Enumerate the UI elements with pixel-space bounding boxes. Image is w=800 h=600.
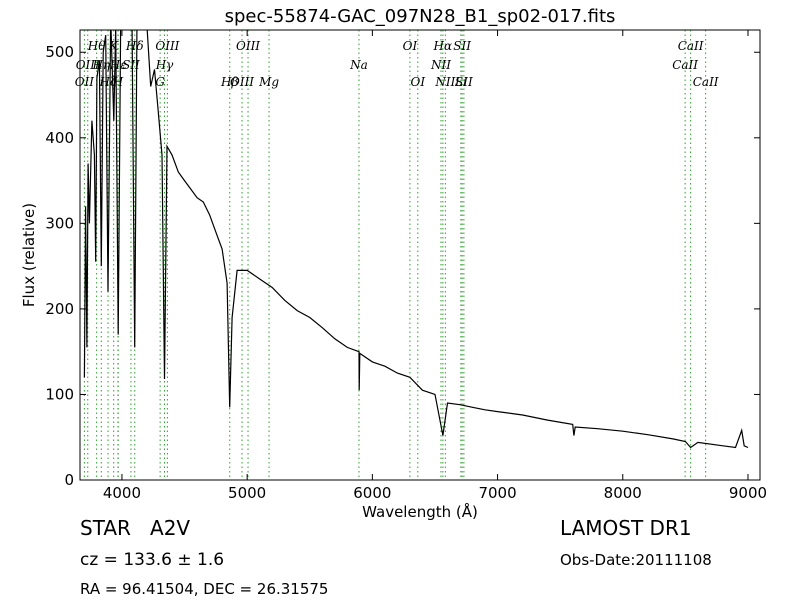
x-tick-label: 8000 [604,484,642,502]
y-tick-label: 200 [45,300,74,318]
spectral-line-label: OII [75,75,95,89]
spectral-line-label: OI [403,39,418,53]
y-tick-label: 0 [64,471,74,489]
x-tick-label: 4000 [103,484,141,502]
spectral-line-label: Hθ [87,39,106,53]
spectral-line-label: G [155,75,165,89]
coords-label: RA = 96.41504, DEC = 26.31575 [80,580,328,598]
spectral-line-label: SII [453,39,471,53]
spectral-line-label: CaII [672,58,698,72]
y-tick-label: 300 [45,214,74,232]
spectral-line-label: Hζ [99,75,118,89]
spectral-line-label: OI [411,75,426,89]
plot-area [83,30,749,480]
spectral-line-label: OIII [155,39,179,53]
spectral-line-label: Hβ [220,75,238,89]
object-label: STAR A2V [80,516,190,540]
spectral-line-label: OIII [76,58,100,72]
spectral-line-label: OIII [230,75,254,89]
redshift-label: cz = 133.6 ± 1.6 [80,550,224,570]
spectral-line-label: Hγ [155,58,174,72]
survey-label: LAMOST DR1 [560,516,692,540]
spectral-line-label: Mg [258,75,279,89]
spectral-line-label: CaII [693,75,719,89]
spectral-line-label: OIII [236,39,260,53]
spectral-line-label: Li [454,75,467,89]
spectral-line-label: Hε [109,58,127,72]
spectral-line-label: SII [122,58,140,72]
x-tick-label: 9000 [729,484,767,502]
x-tick-label: 5000 [228,484,266,502]
date-label: Obs-Date:20111108 [560,551,712,569]
spectral-line-label: Hη [91,58,110,72]
spectral-line-label: H [112,75,124,89]
chart-title: spec-55874-GAC_097N28_B1_sp02-017.fits [225,6,616,27]
x-tick-label: 7000 [478,484,516,502]
spectrum-line [83,30,749,449]
spectral-line-label: NII [430,58,451,72]
y-axis-label: Flux (relative) [20,203,38,307]
spectral-line-label: Hδ [125,39,144,53]
spectral-line-label: CaII [678,39,704,53]
y-tick-label: 500 [45,43,74,61]
spectral-line-label: Hα [433,39,453,53]
spectral-line-label: SII [455,75,473,89]
spectral-line-label: NII [434,75,455,89]
y-tick-label: 400 [45,129,74,147]
x-axis-label: Wavelength (Å) [362,502,478,521]
y-tick-label: 100 [45,385,74,403]
spectral-line-label: K [108,39,119,53]
x-tick-label: 6000 [353,484,391,502]
spectral-line-label: Na [349,58,368,72]
axes-frame [79,29,761,481]
